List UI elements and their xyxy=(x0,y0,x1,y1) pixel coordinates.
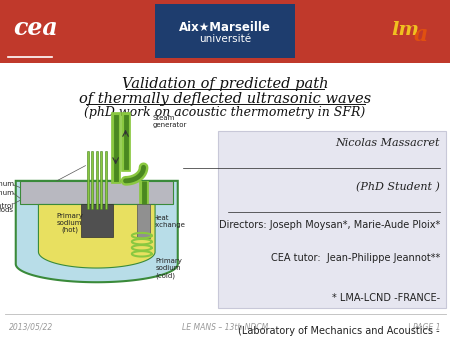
Text: Steam
generator: Steam generator xyxy=(153,115,187,128)
Text: Control: Control xyxy=(0,203,14,209)
Text: Primary
sodium
(hot): Primary sodium (hot) xyxy=(56,213,83,233)
Text: Hot plenum: Hot plenum xyxy=(0,190,14,196)
Text: Validation of predicted path: Validation of predicted path xyxy=(122,77,328,91)
Text: Nicolas Massacret: Nicolas Massacret xyxy=(336,138,440,148)
Text: Directors: Joseph Moysan*, Marie-Aude Ploix*: Directors: Joseph Moysan*, Marie-Aude Pl… xyxy=(219,220,440,230)
Bar xyxy=(0,0,450,63)
FancyBboxPatch shape xyxy=(218,131,446,308)
Text: (Laboratory of Mechanics and Acoustics -: (Laboratory of Mechanics and Acoustics - xyxy=(238,326,440,336)
Text: Cold plenum: Cold plenum xyxy=(0,181,14,187)
Bar xyxy=(155,4,295,58)
Text: of thermally deflected ultrasonic waves: of thermally deflected ultrasonic waves xyxy=(79,92,371,106)
Bar xyxy=(81,204,112,237)
Text: Aix★Marseille: Aix★Marseille xyxy=(179,21,271,34)
Text: Primary
sodium
(cold): Primary sodium (cold) xyxy=(155,259,182,279)
Text: Heat
exchange: Heat exchange xyxy=(152,215,186,228)
Text: université: université xyxy=(199,34,251,44)
Polygon shape xyxy=(38,204,155,268)
Text: a: a xyxy=(414,24,428,46)
Bar xyxy=(20,181,173,204)
Text: (phD work on acoustic thermometry in SFR): (phD work on acoustic thermometry in SFR… xyxy=(85,106,365,119)
Text: cea: cea xyxy=(14,16,58,40)
Text: (PhD Student ): (PhD Student ) xyxy=(356,182,440,193)
Bar xyxy=(137,204,150,238)
Text: lm: lm xyxy=(391,21,419,39)
Text: 2013/05/22: 2013/05/22 xyxy=(9,322,53,332)
Text: * LMA-LCND -FRANCE-: * LMA-LCND -FRANCE- xyxy=(332,293,440,303)
Polygon shape xyxy=(16,181,178,282)
Text: | PAGE 1: | PAGE 1 xyxy=(409,322,441,332)
Text: LE MANS – 13th NDCM: LE MANS – 13th NDCM xyxy=(182,322,268,332)
Text: rods: rods xyxy=(0,207,14,213)
Text: CEA tutor:  Jean-Philippe Jeannot**: CEA tutor: Jean-Philippe Jeannot** xyxy=(271,253,440,263)
